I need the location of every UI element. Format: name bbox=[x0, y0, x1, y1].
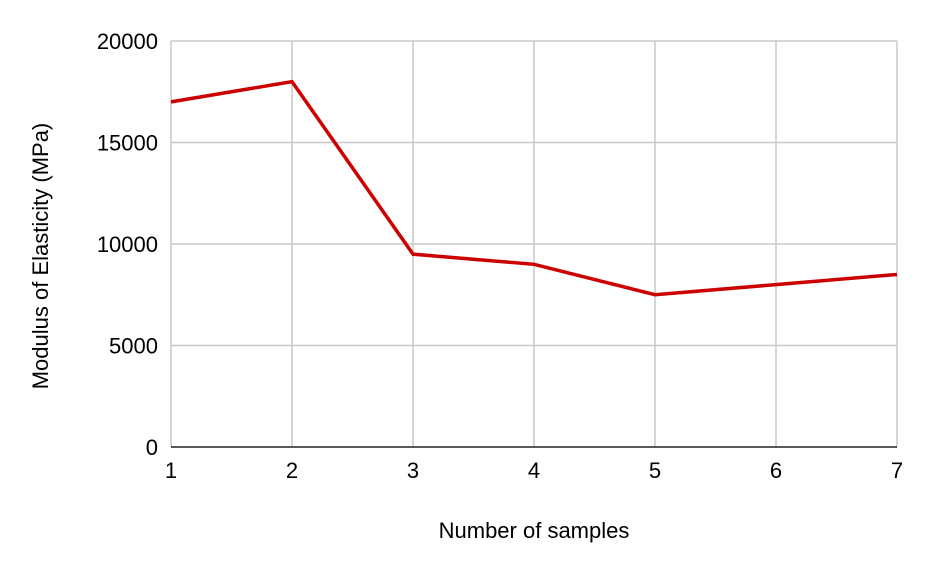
grid-layer bbox=[170, 40, 898, 447]
x-tick-label: 4 bbox=[528, 458, 540, 483]
x-tick-label: 7 bbox=[891, 458, 903, 483]
y-tick-label: 0 bbox=[146, 435, 158, 460]
x-tick-label: 1 bbox=[165, 458, 177, 483]
y-tick-label: 15000 bbox=[97, 131, 158, 156]
series-layer bbox=[170, 79, 898, 297]
y-tick-label: 20000 bbox=[97, 29, 158, 54]
x-tick-label: 3 bbox=[407, 458, 419, 483]
x-tick-label: 5 bbox=[649, 458, 661, 483]
label-layer: 0 5000 10000 15000 20000 1 2 3 4 5 6 7 bbox=[97, 29, 903, 483]
x-tick-label: 6 bbox=[770, 458, 782, 483]
x-tick-label: 2 bbox=[286, 458, 298, 483]
y-tick-label: 5000 bbox=[109, 334, 158, 359]
y-axis-title: Modulus of Elasticity (MPa) bbox=[28, 123, 53, 390]
x-axis-title: Number of samples bbox=[439, 518, 630, 543]
y-tick-label: 10000 bbox=[97, 232, 158, 257]
